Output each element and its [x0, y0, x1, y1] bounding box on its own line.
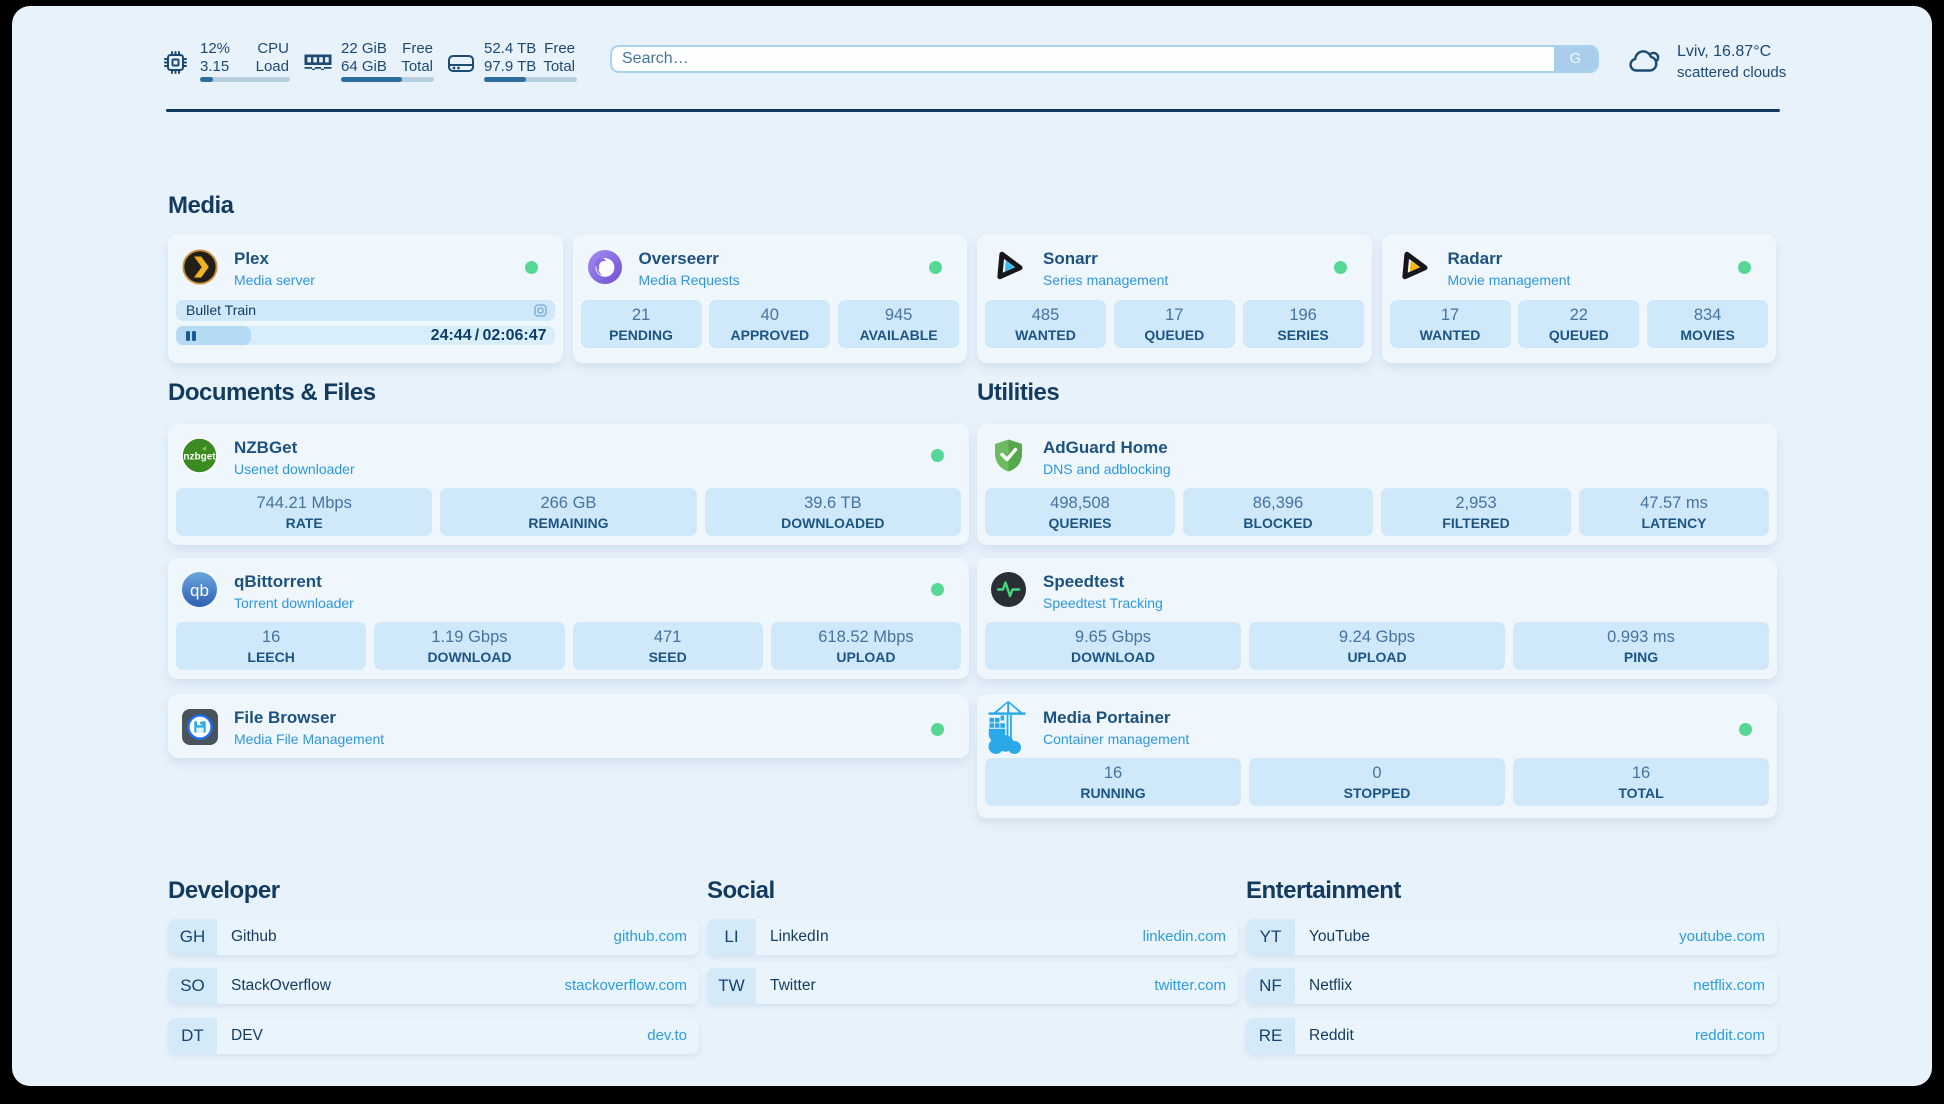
svg-text:qb: qb [190, 581, 209, 600]
svg-text:nzbget: nzbget [183, 452, 216, 463]
